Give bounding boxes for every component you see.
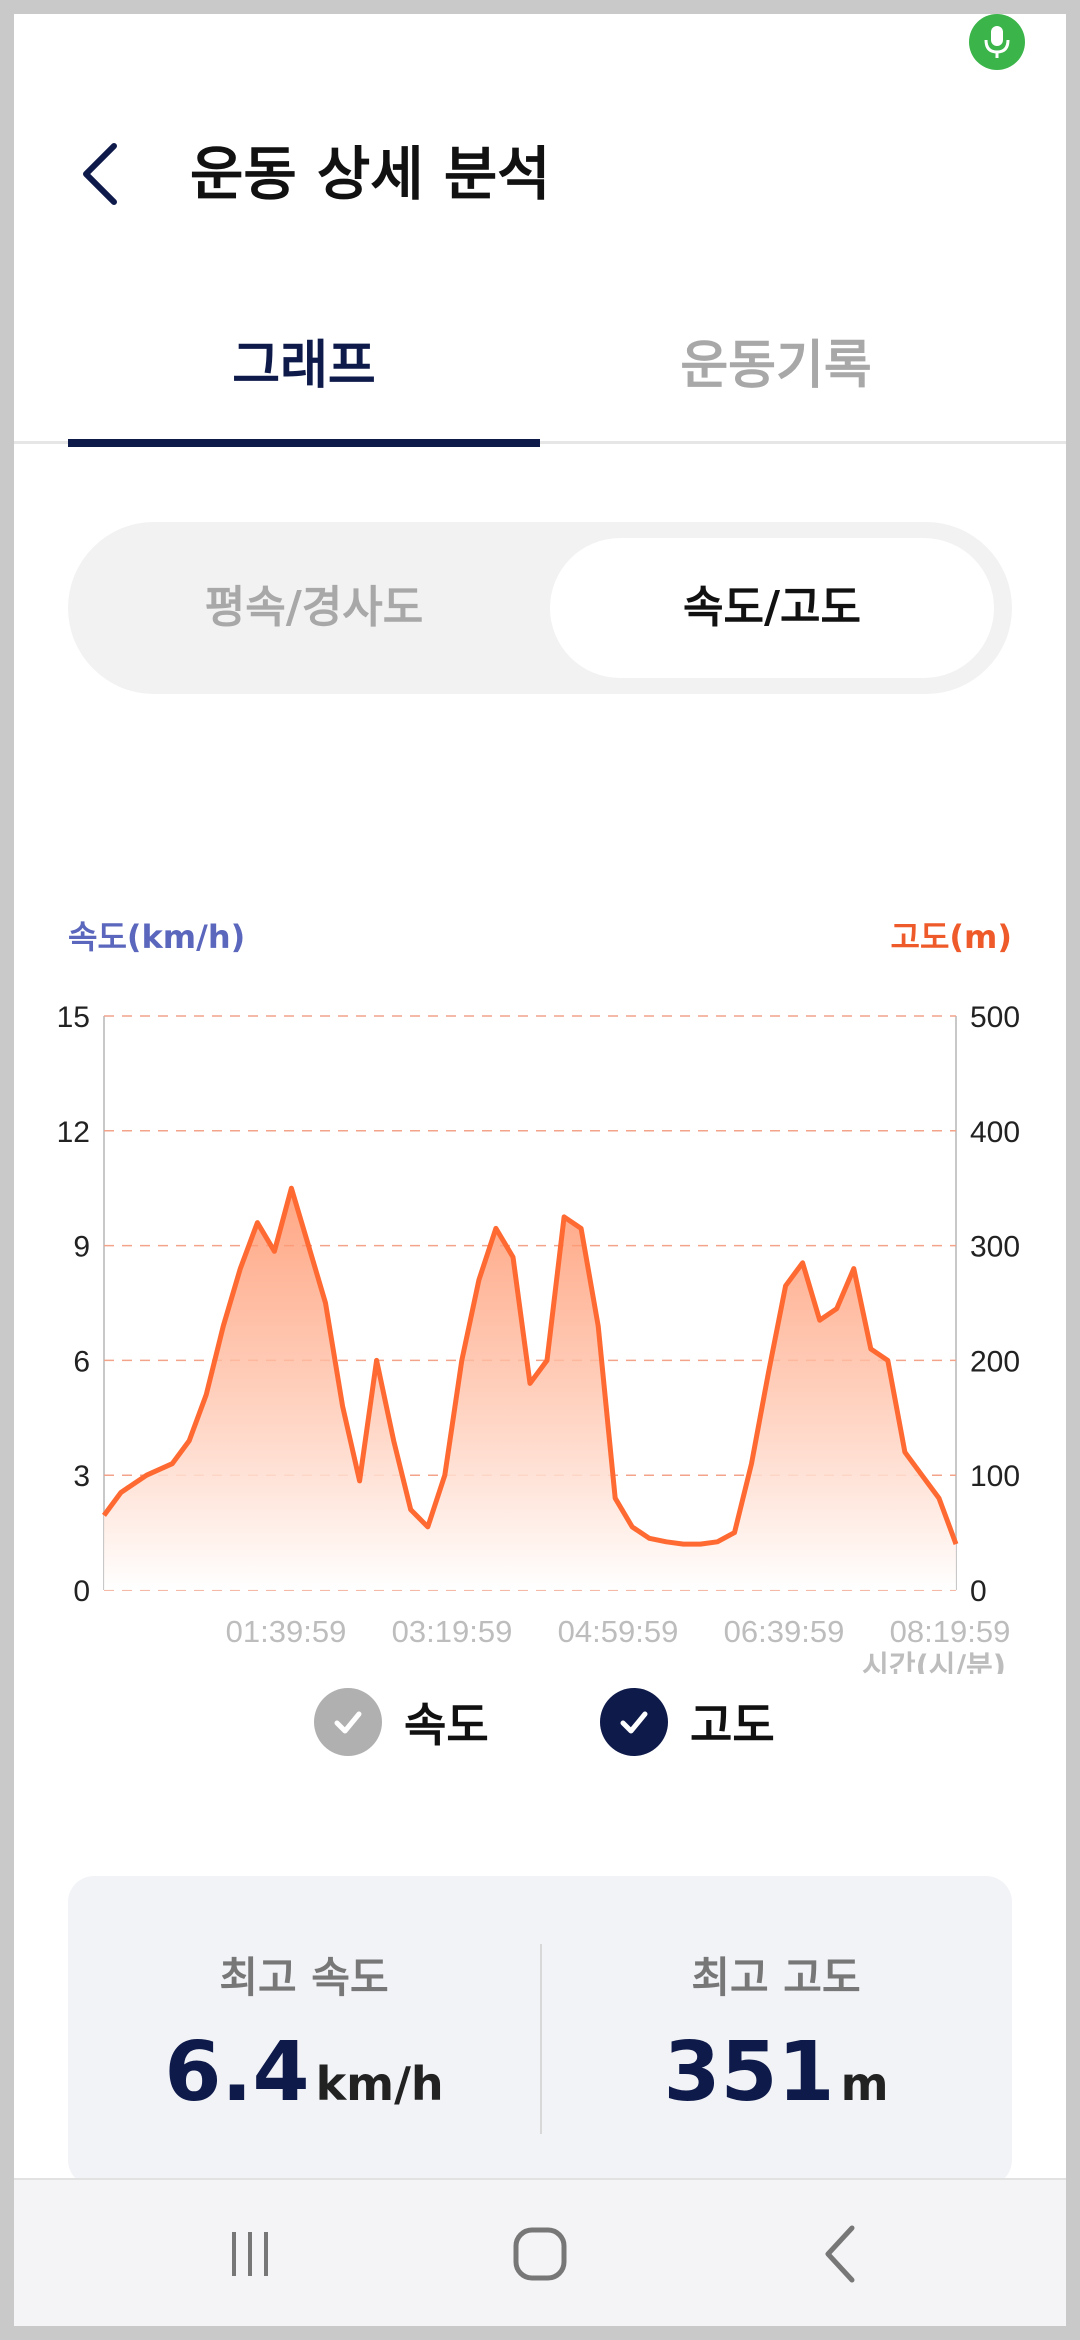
x-tick-label: 04:59:59 — [558, 1614, 679, 1649]
chart-mode-segment: 평속/경사도 속도/고도 — [68, 522, 1012, 694]
x-tick-label: 06:39:59 — [724, 1614, 845, 1649]
left-axis-title: 속도(km/h) — [68, 918, 246, 956]
max-speed-unit: km/h — [315, 2057, 444, 2111]
right-y-tick-label: 500 — [970, 1001, 1020, 1034]
stats-divider — [540, 1944, 542, 2134]
left-y-tick-label: 9 — [73, 1231, 90, 1264]
x-tick-label: 01:39:59 — [226, 1614, 347, 1649]
max-altitude-label: 최고 고도 — [691, 1953, 861, 2002]
tab-graph[interactable]: 그래프 — [68, 304, 540, 447]
left-y-tick-label: 12 — [57, 1116, 90, 1149]
x-axis-title: 시간(시/분) — [862, 1649, 1006, 1674]
back-button[interactable] — [74, 134, 134, 214]
altitude-series-line — [101, 1185, 959, 1547]
nav-back-button[interactable] — [804, 2224, 884, 2284]
max-speed-value-row: 6.4 km/h — [68, 2025, 540, 2120]
right-y-tick-label: 400 — [970, 1116, 1020, 1149]
nav-recent-button[interactable] — [210, 2224, 290, 2284]
max-altitude-unit: m — [840, 2057, 889, 2111]
max-speed-stat: 최고 속도 6.4 km/h — [68, 1876, 540, 2186]
x-tick-label: 03:19:59 — [392, 1614, 513, 1649]
segment-avg-speed-slope[interactable]: 평속/경사도 — [204, 582, 424, 633]
nav-recent-icon — [232, 2232, 268, 2276]
legend-altitude-label: 고도 — [690, 1698, 775, 1752]
x-tick-label: 08:19:59 — [890, 1614, 1011, 1649]
tab-bar: 그래프 운동기록 — [14, 304, 1066, 447]
max-altitude-value-row: 351 m — [540, 2025, 1012, 2120]
header: 운동 상세 분석 — [14, 114, 1066, 234]
max-altitude-stat: 최고 고도 351 m — [540, 1876, 1012, 2186]
nav-home-icon — [513, 2227, 567, 2281]
left-y-tick-label: 0 — [73, 1575, 90, 1608]
page-title: 운동 상세 분석 — [190, 140, 551, 208]
tab-exercise-record[interactable]: 운동기록 — [680, 336, 872, 396]
left-y-tick-label: 3 — [73, 1460, 90, 1493]
right-y-tick-label: 100 — [970, 1460, 1020, 1493]
right-y-tick-label: 200 — [970, 1345, 1020, 1378]
left-y-tick-label: 15 — [57, 1001, 90, 1034]
system-nav-bar — [14, 2178, 1066, 2326]
stats-card: 최고 속도 6.4 km/h 최고 고도 351 m — [68, 1876, 1012, 2186]
app-screen: 운동 상세 분석 그래프 운동기록 평속/경사도 속도/고도 속도(km/h) … — [14, 14, 1066, 2326]
nav-back-icon — [825, 2225, 855, 2283]
right-y-tick-label: 300 — [970, 1231, 1020, 1264]
altitude-area-fill — [104, 1188, 956, 1590]
max-speed-label: 최고 속도 — [219, 1953, 389, 2002]
speed-altitude-chart: 0 0 3 100 6 200 9 300 12 400 15 500 01:39:59 03:19:59… — [57, 1001, 1020, 1674]
back-arrow-icon — [83, 143, 117, 205]
right-y-tick-label: 0 — [970, 1575, 987, 1608]
max-altitude-value: 351 — [663, 2025, 835, 2120]
right-axis-title: 고도(m) — [890, 918, 1012, 956]
max-speed-value: 6.4 — [164, 2025, 310, 2120]
legend-speed-toggle[interactable]: 속도 — [314, 1688, 489, 1756]
legend-speed-label: 속도 — [404, 1698, 489, 1752]
legend-altitude-toggle[interactable]: 고도 — [600, 1688, 775, 1756]
segment-speed-altitude[interactable]: 속도/고도 — [550, 538, 994, 678]
check-icon — [600, 1688, 668, 1756]
mic-icon[interactable] — [969, 14, 1025, 70]
left-y-tick-label: 6 — [73, 1345, 90, 1378]
check-icon — [314, 1688, 382, 1756]
nav-home-button[interactable] — [500, 2224, 580, 2284]
